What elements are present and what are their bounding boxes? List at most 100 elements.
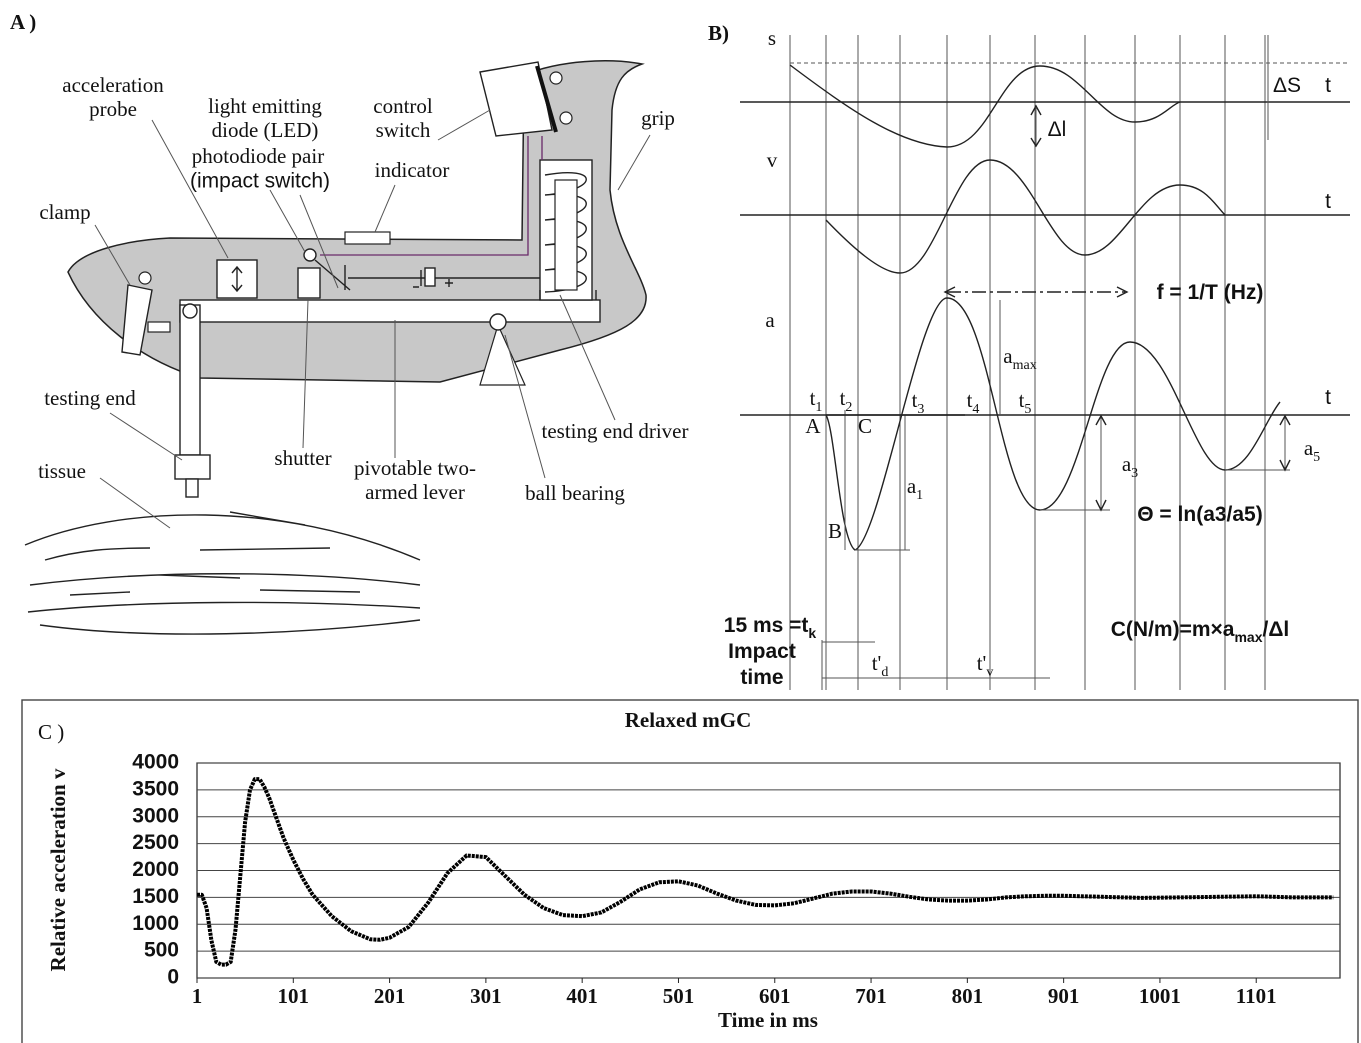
label-text: t	[1325, 386, 1331, 409]
label-text: v	[767, 148, 778, 172]
label-text: Δl	[1048, 118, 1067, 141]
chart-title: Relaxed mGC	[625, 708, 752, 732]
callout-label: light emitting	[208, 94, 322, 118]
waveform-label: t2	[840, 386, 853, 415]
callout-label: indicator	[375, 158, 450, 182]
waveform-label: amax	[1003, 344, 1036, 373]
switch-hole	[550, 72, 562, 84]
s-curve	[790, 65, 1180, 147]
callout-label: photodiode pair	[192, 144, 324, 168]
label-text: 15 ms =t	[724, 614, 809, 637]
label-text: A	[805, 414, 821, 438]
ball-bearing	[490, 314, 506, 330]
x-tick-label: 301	[470, 984, 502, 1008]
label-text: t	[1325, 74, 1331, 97]
callout-label: armed lever	[365, 480, 465, 504]
waveform-label: a3	[1122, 452, 1138, 481]
lever	[180, 300, 600, 322]
x-tick-label: 1001	[1139, 984, 1181, 1008]
y-axis-label: Relative acceleration v	[46, 768, 70, 971]
callout-label: ball bearing	[525, 481, 625, 505]
y-tick-label: 1000	[132, 912, 179, 935]
callout-label: testing end	[44, 386, 136, 410]
label-text: t'	[872, 651, 882, 675]
x-tick-label: 501	[663, 984, 695, 1008]
panel-b-drawing	[740, 35, 1350, 690]
testing-tip	[186, 479, 198, 497]
waveform-label: Δl	[1048, 118, 1067, 141]
axis-lines	[740, 102, 1350, 415]
y-tick-label: 3000	[132, 804, 179, 827]
clamp-pin	[139, 272, 151, 284]
y-tick-label: 2500	[132, 831, 179, 854]
callout-label: switch	[376, 118, 431, 142]
x-tick-label: 201	[374, 984, 406, 1008]
waveform-label: t'd	[872, 651, 889, 680]
label-text: B	[828, 519, 842, 543]
waveform-label: 15 ms =tk	[724, 614, 817, 641]
label-subscript: d	[881, 665, 888, 680]
diode	[425, 268, 435, 286]
waveform-label: t	[1325, 190, 1331, 213]
callout-label: testing end driver	[542, 419, 689, 443]
tissue	[25, 512, 420, 634]
x-axis-label: Time in ms	[718, 1008, 818, 1032]
pivot	[183, 304, 197, 318]
y-tick-label: 0	[167, 966, 179, 989]
y-tick-label: 1500	[132, 885, 179, 908]
label-text: Θ = ln(a3/a5)	[1137, 503, 1262, 526]
label-subscript: 1	[815, 400, 822, 415]
lever-arm	[180, 305, 200, 455]
label-text: C(N/m)=m×a	[1111, 618, 1235, 641]
callout-label: probe	[89, 97, 137, 121]
led	[304, 249, 316, 261]
x-tick-label: 801	[952, 984, 984, 1008]
callout-label: (impact switch)	[190, 170, 330, 193]
page: A )accelerationprobelight emittingdiode …	[0, 0, 1361, 1043]
indicator	[345, 232, 390, 244]
callout-label: pivotable two-	[354, 456, 476, 480]
x-tick-label: 1101	[1236, 984, 1277, 1008]
label-text: a	[765, 308, 775, 332]
x-tick-label: 401	[566, 984, 598, 1008]
waveform-label: Θ = ln(a3/a5)	[1137, 503, 1262, 526]
shutter	[298, 268, 320, 298]
clamp-screw	[148, 322, 170, 332]
waveform-label: B	[828, 519, 842, 543]
x-tick-label: 101	[278, 984, 310, 1008]
label-text: time	[740, 666, 783, 689]
figure: A )accelerationprobelight emittingdiode …	[0, 0, 1361, 1043]
switch-hole	[560, 112, 572, 124]
label-text: C	[858, 414, 872, 438]
waveform-label: t'v	[977, 651, 994, 680]
label-text: t'	[977, 651, 987, 675]
x-tick-label: 601	[759, 984, 791, 1008]
label-subscript: max	[1013, 358, 1037, 373]
label-subscript: 2	[845, 400, 852, 415]
arrow-heads	[945, 106, 1290, 510]
waveform-label: a5	[1304, 436, 1320, 465]
waveform-label: t1	[810, 386, 823, 415]
waveform-label: ΔS	[1273, 74, 1301, 97]
label-subscript: max	[1234, 629, 1262, 645]
y-tick-label: 4000	[132, 751, 179, 774]
waveform-label: v	[767, 148, 778, 172]
waveform-label: t	[1325, 74, 1331, 97]
label-subscript: v	[986, 665, 993, 680]
y-tick-label: 3500	[132, 777, 179, 800]
chart: C )Relaxed mGCTime in msRelative acceler…	[38, 708, 1340, 1032]
waveform-label: a1	[907, 474, 923, 503]
label-text: ΔS	[1273, 74, 1301, 97]
waveform-label: C(N/m)=m×amax/Δl	[1111, 618, 1290, 645]
waveform-label: f = 1/T (Hz)	[1157, 281, 1264, 304]
label-text: t	[1325, 190, 1331, 213]
x-tick-label: 1	[192, 984, 203, 1008]
panel-label: A )	[10, 10, 36, 34]
x-tick-label: 901	[1048, 984, 1080, 1008]
y-tick-label: 500	[144, 939, 179, 962]
label-text: s	[768, 26, 776, 50]
callout-label: control	[373, 94, 433, 118]
label-subscript: 3	[917, 402, 924, 417]
callout-label: tissue	[38, 459, 86, 483]
waveform-label: Impact	[728, 640, 796, 663]
